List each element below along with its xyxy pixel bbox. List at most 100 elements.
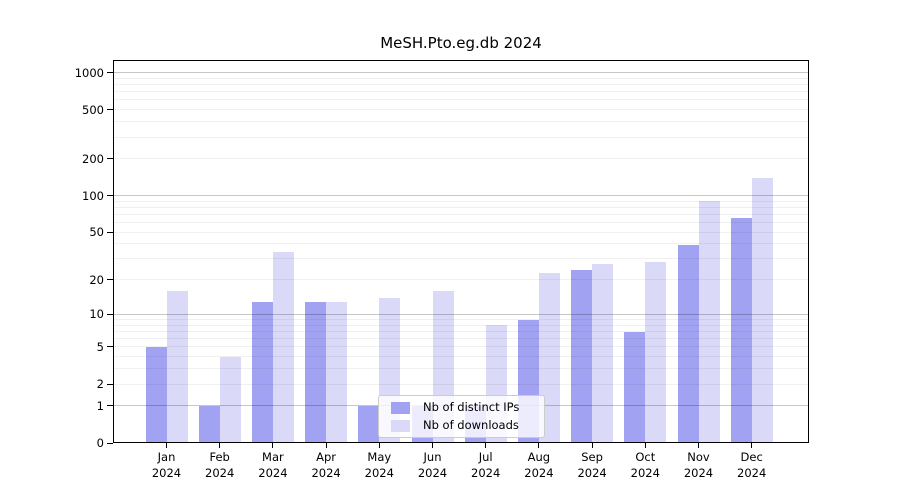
y-tick-label: 1000 [74, 65, 104, 80]
y-tick-mark [107, 195, 113, 197]
y-tick-mark [107, 405, 113, 407]
y-tick-label: 0 [96, 436, 104, 450]
bar-distinct-ips-mar [251, 301, 273, 443]
minor-gridline [114, 331, 808, 333]
legend-label: Nb of downloads [423, 418, 519, 432]
y-tick-label: 1 [96, 398, 104, 413]
y-tick-mark [107, 231, 113, 233]
minor-gridline [114, 258, 808, 260]
bar-distinct-ips-dec [730, 217, 752, 443]
x-tick-label: Feb 2024 [205, 450, 235, 480]
chart-title: MeSH.Pto.eg.db 2024 [380, 34, 542, 52]
x-tick-label: Dec 2024 [737, 450, 767, 480]
x-tick-mark [485, 443, 487, 448]
y-tick-mark [107, 346, 113, 348]
x-tick-label: Sep 2024 [577, 450, 607, 480]
y-tick-label: 500 [82, 102, 104, 117]
x-tick-label: Jun 2024 [417, 450, 448, 480]
y-tick-mark [107, 158, 113, 160]
minor-gridline [114, 121, 808, 123]
y-tick-mark [107, 442, 113, 444]
minor-gridline [114, 109, 808, 111]
x-tick-mark [378, 443, 380, 448]
minor-gridline [114, 136, 808, 138]
bar-downloads-dec [751, 177, 773, 443]
x-tick-mark [751, 443, 753, 448]
minor-gridline [114, 158, 808, 160]
bar-downloads-sep [592, 264, 614, 443]
minor-gridline [114, 84, 808, 86]
x-tick-label: Jan 2024 [151, 450, 182, 480]
x-tick-mark [591, 443, 593, 448]
y-tick-label: 2 [96, 377, 104, 392]
x-tick-mark [432, 443, 433, 448]
x-tick-label: Mar 2024 [258, 450, 288, 480]
minor-gridline [114, 77, 808, 79]
bar-downloads-oct [645, 262, 667, 443]
bar-downloads-apr [326, 301, 348, 443]
major-gridline [114, 72, 808, 74]
y-tick-mark [107, 109, 113, 111]
minor-gridline [114, 368, 808, 370]
bar-distinct-ips-sep [571, 270, 593, 443]
minor-gridline [114, 99, 808, 101]
bar-distinct-ips-apr [305, 301, 327, 443]
minor-gridline [114, 338, 808, 340]
bar-distinct-ips-feb [198, 405, 220, 443]
bar-downloads-nov [698, 201, 720, 443]
y-tick-label: 200 [82, 151, 104, 166]
y-tick-mark [107, 313, 113, 315]
minor-gridline [114, 231, 808, 233]
legend-item-distinct-ips: Nb of distinct IPs [391, 401, 544, 414]
y-tick-label: 10 [89, 307, 104, 322]
minor-gridline [114, 206, 808, 208]
x-tick-label: Oct 2024 [630, 450, 660, 480]
y-tick-label: 20 [89, 272, 104, 287]
bar-downloads-feb [219, 356, 241, 443]
x-tick-mark [166, 443, 167, 448]
minor-gridline [114, 324, 808, 326]
minor-gridline [114, 356, 808, 358]
y-tick-label: 5 [96, 339, 104, 354]
minor-gridline [114, 346, 808, 348]
x-tick-label: Apr 2024 [311, 450, 341, 480]
downloads-swatch [391, 419, 410, 432]
minor-gridline [114, 279, 808, 281]
bar-distinct-ips-nov [677, 245, 699, 443]
legend-item-downloads: Nb of downloads [391, 419, 544, 432]
x-tick-label: Nov 2024 [683, 450, 714, 480]
x-tick-mark [272, 443, 274, 448]
major-gridline [114, 195, 808, 197]
major-gridline [114, 313, 808, 315]
x-tick-label: May 2024 [364, 450, 394, 480]
bar-distinct-ips-jan [145, 346, 167, 443]
bar-distinct-ips-may [358, 405, 380, 443]
y-tick-label: 100 [82, 188, 104, 203]
y-tick-mark [107, 383, 113, 385]
bar-distinct-ips-oct [624, 331, 646, 443]
x-tick-label: Aug 2024 [524, 450, 554, 480]
bar-downloads-mar [272, 252, 294, 443]
plot-area [113, 60, 809, 443]
minor-gridline [114, 383, 808, 385]
x-tick-mark [698, 443, 699, 448]
legend-label: Nb of distinct IPs [423, 400, 520, 414]
x-tick-mark [538, 443, 540, 448]
y-tick-label: 50 [89, 225, 104, 240]
x-tick-mark [219, 443, 221, 448]
minor-gridline [114, 91, 808, 93]
minor-gridline [114, 213, 808, 215]
x-tick-mark [325, 443, 327, 448]
x-tick-label: Jul 2024 [471, 450, 501, 480]
y-tick-mark [107, 72, 113, 74]
minor-gridline [114, 319, 808, 321]
minor-gridline [114, 200, 808, 202]
x-tick-mark [644, 443, 646, 448]
distinct-ips-swatch [391, 401, 410, 414]
bar-downloads-jan [166, 291, 188, 443]
legend: Nb of distinct IPs Nb of downloads [378, 395, 545, 438]
y-tick-mark [107, 279, 113, 281]
minor-gridline [114, 243, 808, 245]
minor-gridline [114, 222, 808, 224]
